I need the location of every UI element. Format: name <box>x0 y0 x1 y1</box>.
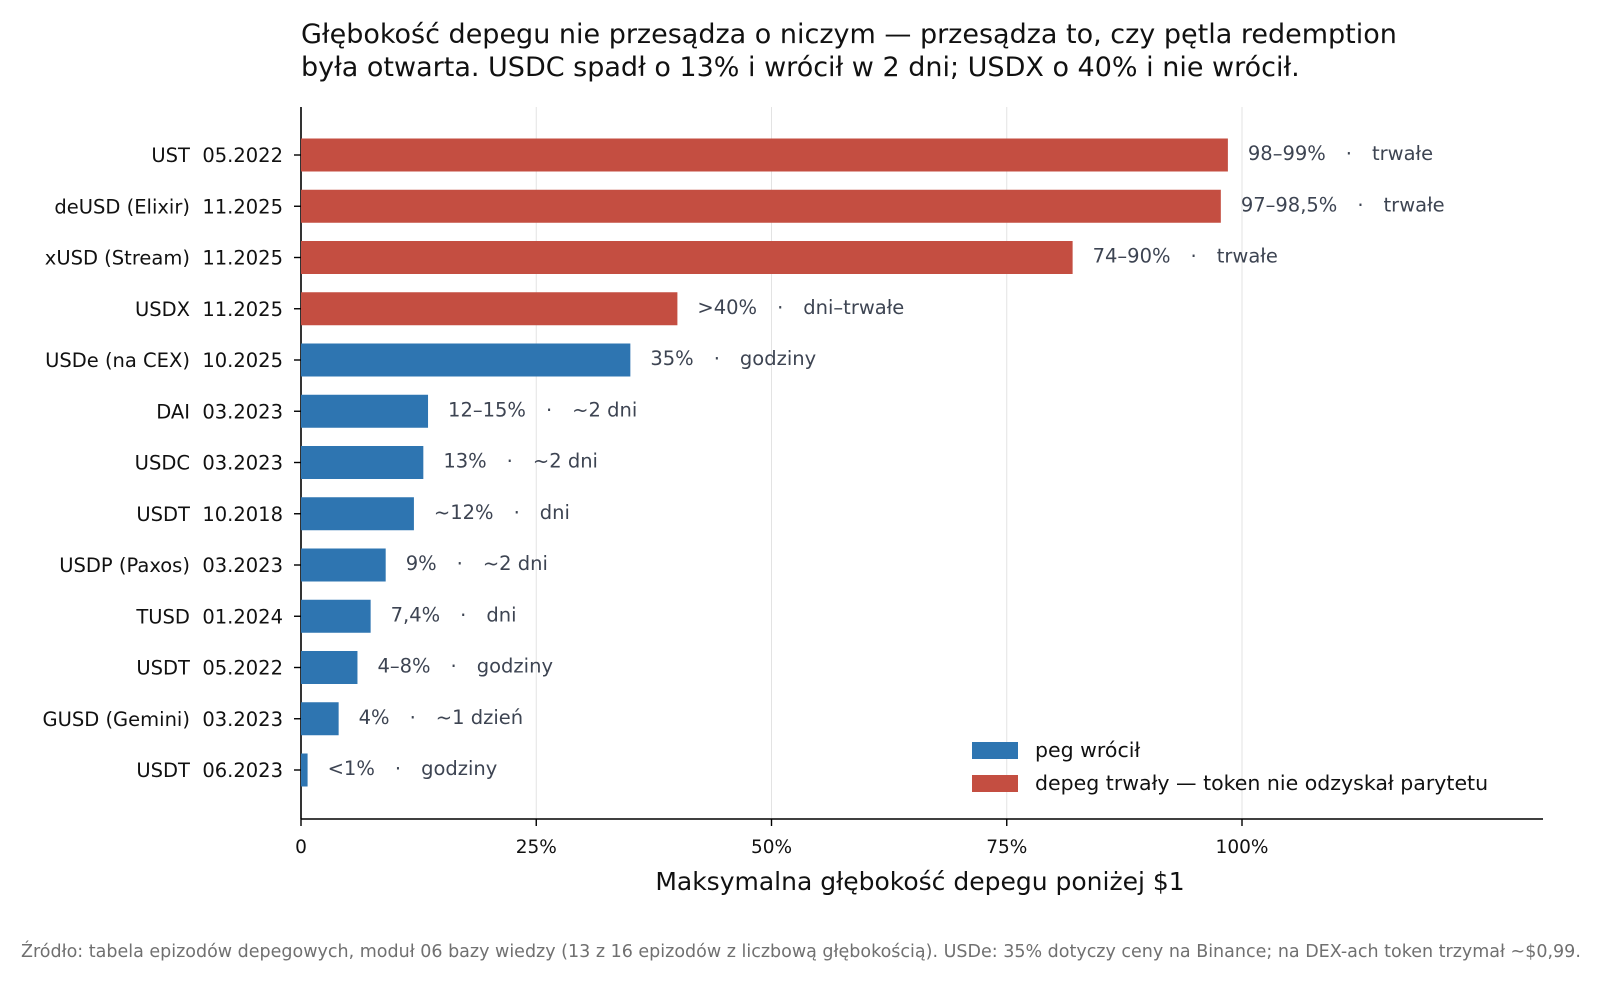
bar-returned <box>301 446 424 479</box>
bar-value-label: 13% <box>443 450 486 473</box>
bar-value-label: 98–99% <box>1248 142 1326 165</box>
bar-data-label: 4% · ~1 dzień <box>359 706 523 729</box>
label-separator: · <box>451 655 457 678</box>
label-separator: · <box>1346 142 1352 165</box>
bar-data-label: ~12% · dni <box>434 501 570 524</box>
bar-duration-label: godziny <box>421 757 497 780</box>
label-separator: · <box>1191 245 1197 268</box>
y-tick-label: DAI 03.2023 <box>156 400 283 423</box>
bar-value-label: 4% <box>359 706 390 729</box>
label-separator: · <box>457 552 463 575</box>
bar-duration-label: godziny <box>740 347 816 370</box>
bar-data-label: 98–99% · trwałe <box>1248 142 1433 165</box>
bar-duration-label: dni–trwałe <box>803 296 904 319</box>
bar-permanent <box>301 189 1221 223</box>
x-tick-label: 25% <box>516 837 557 858</box>
bar-data-label: 35% · godziny <box>650 347 816 370</box>
bar-duration-label: trwałe <box>1384 193 1445 216</box>
bar-returned <box>301 753 308 787</box>
bar-permanent <box>301 292 678 326</box>
bar-data-label: 97–98,5% · trwałe <box>1241 193 1445 216</box>
legend-label-permanent: depeg trwały — token nie odzyskał paryte… <box>1035 771 1488 795</box>
label-separator: · <box>395 757 401 780</box>
y-tick-label: USDT 05.2022 <box>136 657 283 680</box>
y-tick-label: deUSD (Elixir) 11.2025 <box>54 195 283 218</box>
bar-data-label: 4–8% · godziny <box>377 655 553 678</box>
bar-data-label: >40% · dni–trwałe <box>697 296 904 319</box>
bar-value-label: 97–98,5% <box>1241 193 1338 216</box>
bar-returned <box>301 394 429 428</box>
bar-data-label: 9% · ~2 dni <box>406 552 548 575</box>
y-tick-label: TUSD 01.2024 <box>135 605 283 628</box>
bar-data-label: 74–90% · trwałe <box>1093 245 1278 268</box>
label-separator: · <box>507 450 513 473</box>
bar-permanent <box>301 138 1228 172</box>
bar-returned <box>301 343 631 377</box>
label-separator: · <box>546 398 552 421</box>
bar-data-label: <1% · godziny <box>328 757 498 780</box>
y-tick-label: UST 05.2022 <box>151 144 283 167</box>
x-tick-label: 50% <box>751 837 792 858</box>
label-separator: · <box>460 603 466 626</box>
x-tick-label: 100% <box>1216 837 1269 858</box>
bar-duration-label: godziny <box>477 655 553 678</box>
bar-value-label: 74–90% <box>1093 245 1171 268</box>
bar-value-label: 4–8% <box>377 655 430 678</box>
legend-swatch-permanent <box>972 775 1018 792</box>
bar-duration-label: dni <box>540 501 570 524</box>
bar-returned <box>301 702 339 736</box>
x-tick-label: 75% <box>986 837 1027 858</box>
bar-data-label: 7,4% · dni <box>391 603 517 626</box>
legend-swatch-returned <box>972 742 1018 759</box>
y-tick-label: USDe (na CEX) 10.2025 <box>45 349 283 372</box>
source-note: Źródło: tabela epizodów depegowych, modu… <box>21 942 1581 962</box>
label-separator: · <box>1357 193 1363 216</box>
bar-data-label: 12–15% · ~2 dni <box>448 398 637 421</box>
bar-value-label: 9% <box>406 552 437 575</box>
bar-duration-label: dni <box>486 603 516 626</box>
bar-value-label: ~12% <box>434 501 494 524</box>
label-separator: · <box>410 706 416 729</box>
bar-returned <box>301 548 386 582</box>
label-separator: · <box>514 501 520 524</box>
bar-duration-label: ~2 dni <box>533 450 598 473</box>
x-axis-label: Maksymalna głębokość depegu poniżej $1 <box>655 867 1184 896</box>
bar-value-label: >40% <box>697 296 757 319</box>
chart-title: Głębokość depegu nie przesądza o niczym … <box>301 18 1501 84</box>
y-tick-label: USDX 11.2025 <box>135 298 283 321</box>
bar-returned <box>301 497 414 531</box>
bar-duration-label: ~2 dni <box>483 552 548 575</box>
bar-duration-label: ~2 dni <box>572 398 637 421</box>
y-tick-label: GUSD (Gemini) 03.2023 <box>42 708 283 731</box>
bar-value-label: 7,4% <box>391 603 441 626</box>
label-separator: · <box>714 347 720 370</box>
y-tick-label: USDP (Paxos) 03.2023 <box>59 554 283 577</box>
y-tick-label: USDT 10.2018 <box>136 503 283 526</box>
legend-label-returned: peg wrócił <box>1035 738 1140 762</box>
y-tick-label: USDT 06.2023 <box>136 759 283 782</box>
bar-duration-label: trwałe <box>1217 245 1278 268</box>
bar-duration-label: ~1 dzień <box>436 706 523 729</box>
bar-value-label: 12–15% <box>448 398 526 421</box>
bar-value-label: <1% <box>328 757 375 780</box>
y-tick-label: USDC 03.2023 <box>135 452 283 475</box>
x-tick-label: 0 <box>295 837 307 858</box>
label-separator: · <box>777 296 783 319</box>
bar-value-label: 35% <box>650 347 693 370</box>
bar-returned <box>301 651 358 684</box>
chart-title-line-2: była otwarta. USDC spadł o 13% i wrócił … <box>301 52 1300 83</box>
bar-permanent <box>301 241 1073 274</box>
bar-duration-label: trwałe <box>1372 142 1433 165</box>
bar-returned <box>301 599 371 633</box>
y-tick-label: xUSD (Stream) 11.2025 <box>45 247 283 270</box>
bar-data-label: 13% · ~2 dni <box>443 450 598 473</box>
chart-title-line-1: Głębokość depegu nie przesądza o niczym … <box>301 19 1397 50</box>
